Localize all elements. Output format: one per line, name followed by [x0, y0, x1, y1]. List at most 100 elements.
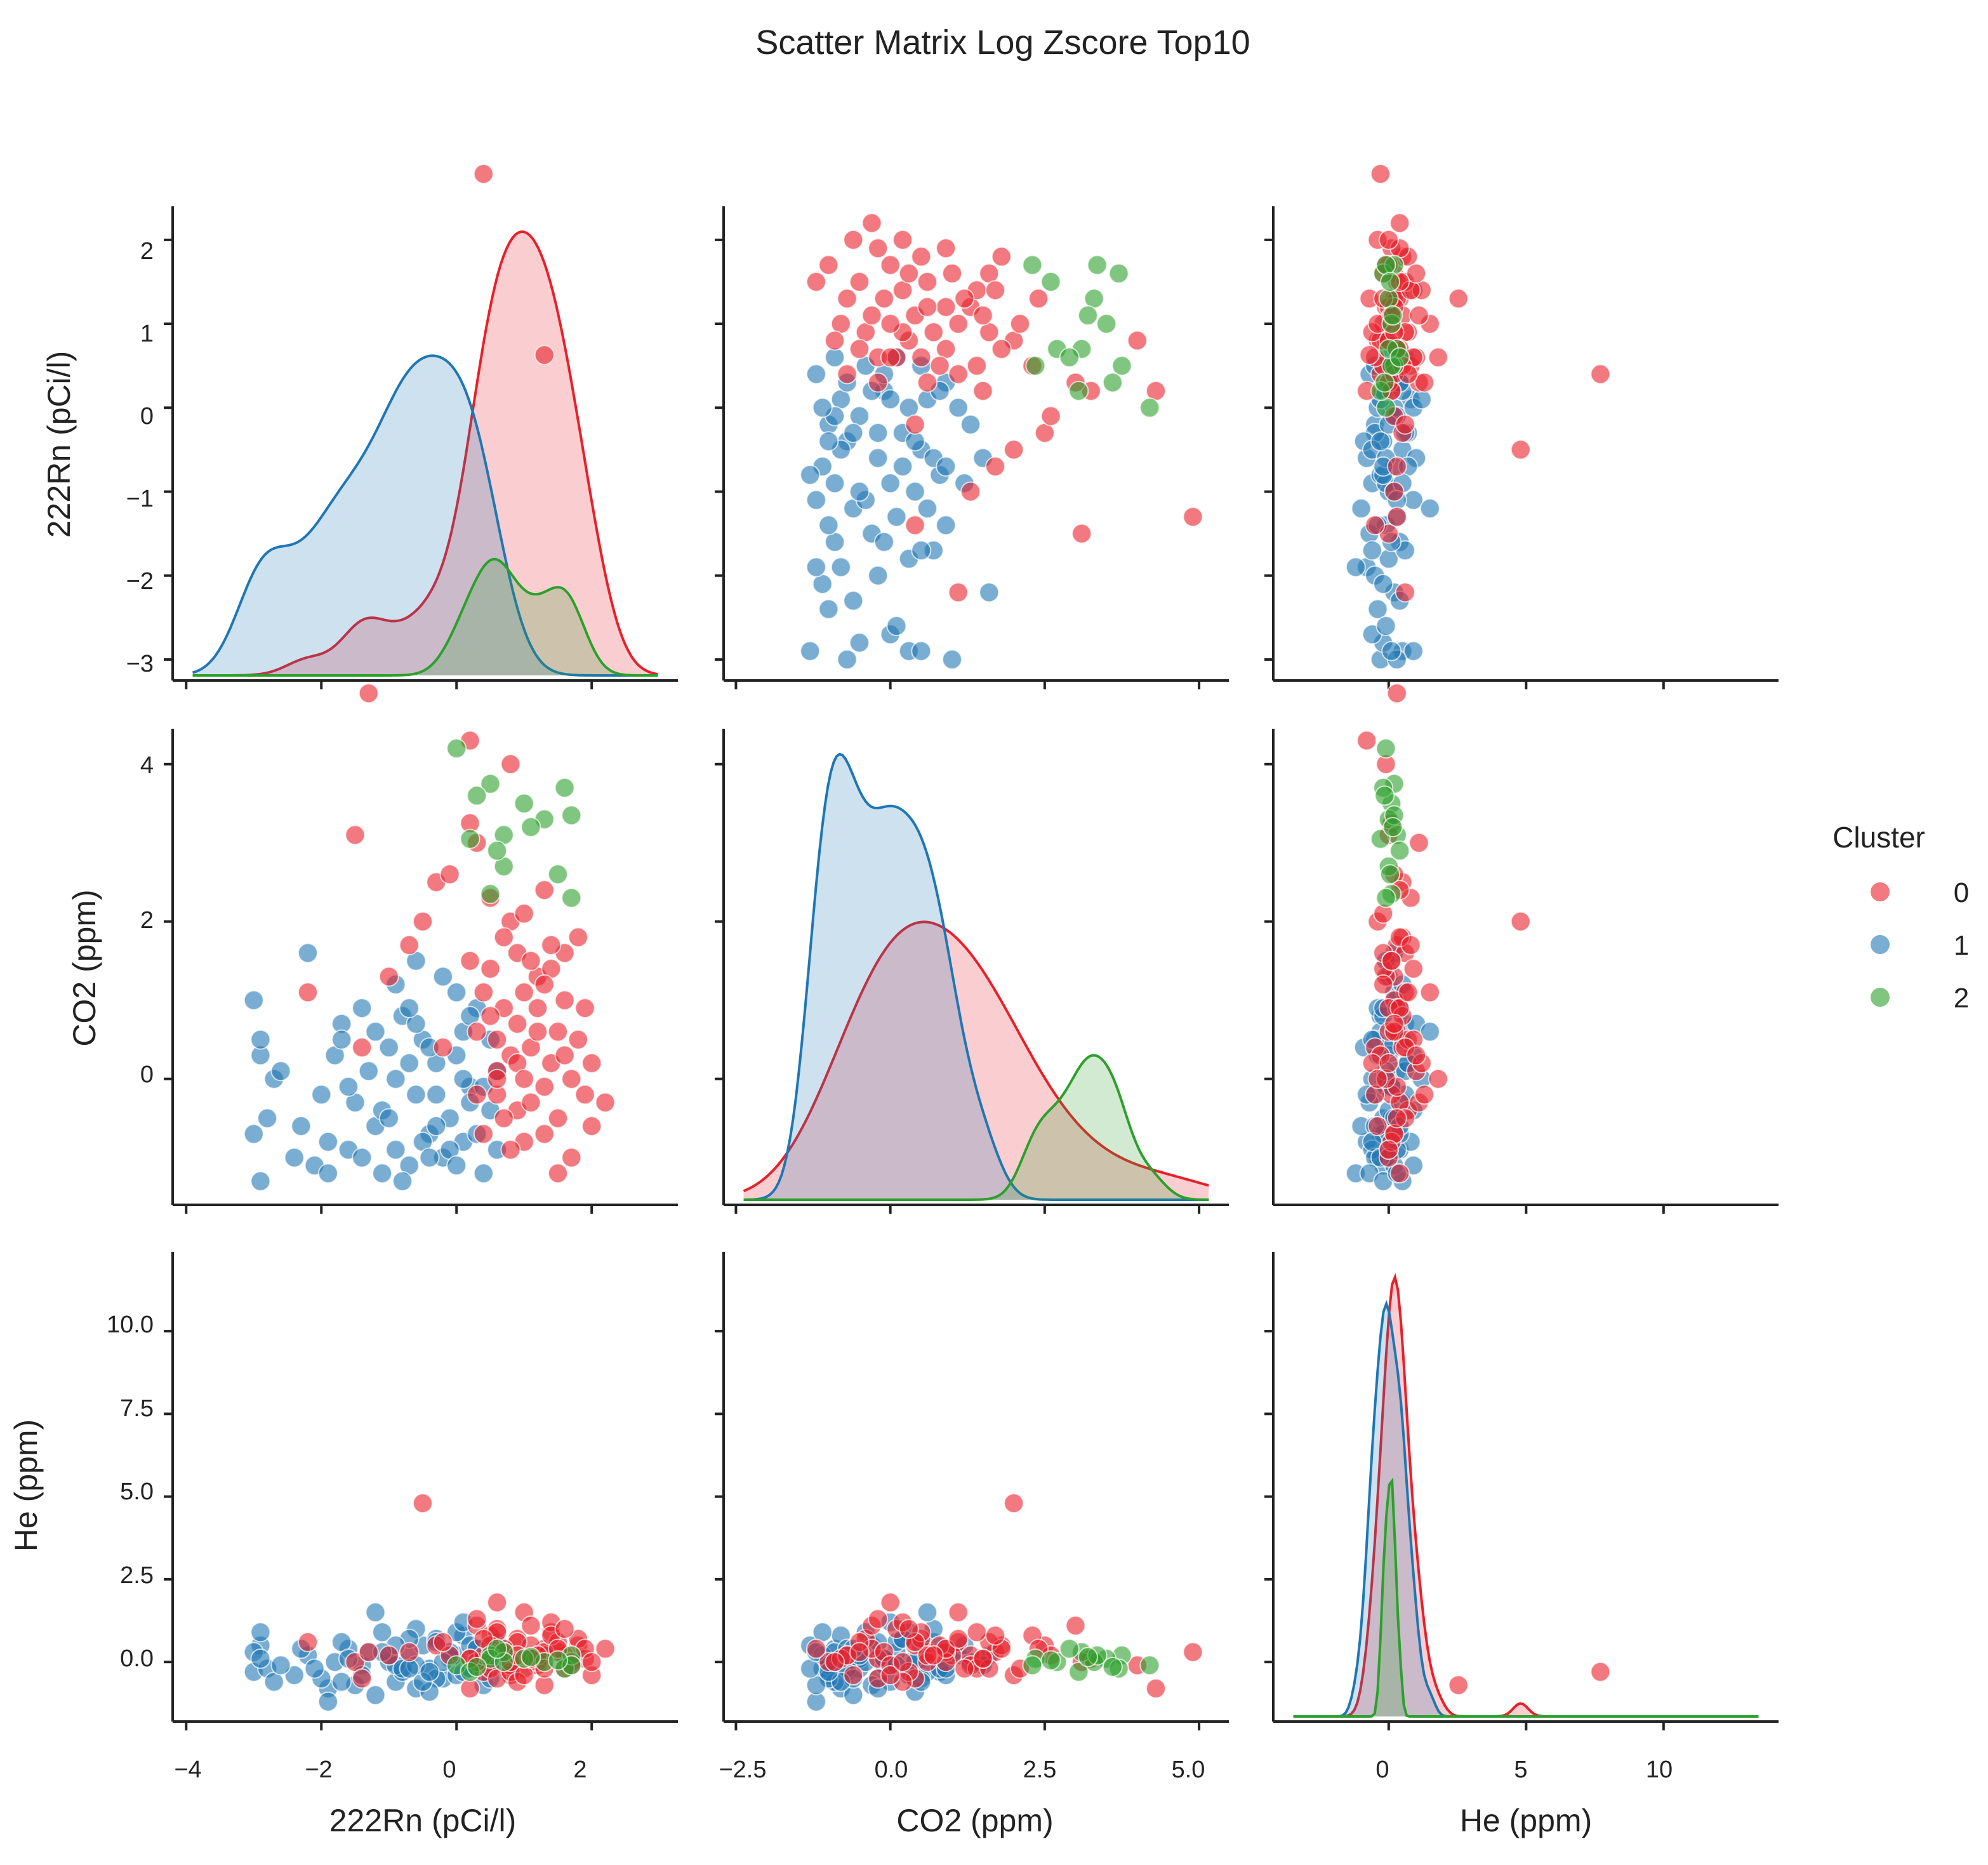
point-c0-65-r1-c0: [581, 1052, 602, 1073]
point-c0-14-r1-c0: [534, 345, 555, 366]
legend-label-1: 1: [1954, 930, 1969, 961]
point-c0-4-r1-c0: [399, 934, 420, 955]
legend-title: Cluster: [1832, 821, 1925, 854]
point-c0-62-r1-c0: [493, 1108, 514, 1129]
point-c1-69-r1-c0: [399, 998, 420, 1019]
point-c0-66-r1-c0: [473, 982, 494, 1003]
x-axis-label-he: He (ppm): [1460, 1803, 1592, 1838]
point-c0-9-r0-c1: [1071, 523, 1092, 544]
point-c0-45-r0-c1: [948, 314, 969, 335]
point-c0-46-r0-c1: [849, 272, 870, 292]
point-c0-2-r1-c0: [413, 911, 433, 932]
point-c1-43-r2-c0: [365, 1602, 386, 1623]
point-c1-65-r1-c0: [270, 1061, 291, 1082]
point-c1-8-r0-c1: [979, 582, 1000, 603]
point-c0-63-r1-c2: [1373, 974, 1394, 995]
y-tick-rn-0: −3: [126, 651, 154, 677]
point-c0-26-r1-c0: [534, 1124, 555, 1145]
x-tick-he-0: 0: [1375, 1756, 1389, 1783]
point-c0-64-r0-c1: [923, 322, 944, 343]
point-c0-65-r2-c0: [581, 1652, 602, 1673]
point-c2-0-r1-c0: [446, 738, 467, 759]
point-c0-11-r0-c1: [905, 515, 925, 536]
point-c1-7-r1-c0: [284, 1147, 305, 1168]
point-c1-17-r0-c2: [1345, 557, 1366, 578]
point-c0-43-r1-c0: [567, 1029, 588, 1050]
point-c1-62-r2-c0: [419, 1661, 440, 1682]
point-c1-62-r0-c2: [1370, 431, 1391, 452]
point-c0-10-r2-c0: [298, 1631, 318, 1652]
point-c2-1-r0-c1: [1111, 355, 1132, 376]
point-c0-48-r0-c1: [873, 288, 894, 309]
point-c2-0-r0-c1: [1139, 397, 1160, 418]
point-c0-52-r1-c0: [480, 1006, 501, 1026]
point-c0-44-r1-c0: [493, 927, 514, 948]
point-c0-63-r0-c1: [954, 288, 975, 309]
point-c1-40-r0-c1: [843, 423, 864, 443]
point-c1-68-r1-c0: [372, 1163, 393, 1184]
point-c2-0-r0-c2: [1375, 397, 1396, 418]
point-c2-8-r1-c0: [480, 884, 501, 905]
x-tick-co2-3: 5.0: [1172, 1756, 1205, 1783]
legend: Cluster 0 1 2: [1832, 821, 1969, 1014]
point-c1-17-r2-c0: [317, 1691, 338, 1712]
point-c0-61-r1-c2: [1406, 1045, 1427, 1066]
point-c0-52-r0-c1: [929, 355, 950, 376]
kde-line-c0-0: [192, 230, 658, 677]
y-tick-co2-2: 4: [140, 752, 154, 779]
point-c0-24-r0-c1: [843, 229, 864, 250]
point-c0-15-r1-c2: [1386, 683, 1407, 704]
point-c1-58-r1-c0: [426, 1084, 447, 1105]
point-c2-14-r0-c2: [1374, 372, 1395, 393]
point-c1-56-r1-c0: [446, 1155, 467, 1176]
y-axis-label-he: He (ppm): [8, 1419, 44, 1551]
point-c1-40-r1-c0: [426, 1116, 447, 1136]
point-c2-13-r1-c0: [548, 864, 568, 885]
panel-layer: [164, 164, 1779, 1730]
point-c0-56-r0-c2: [1414, 372, 1435, 393]
point-c1-21-r1-c0: [385, 1139, 406, 1160]
point-c1-19-r0-c2: [1351, 498, 1372, 519]
point-c1-7-r2-c0: [284, 1665, 305, 1685]
x-axis-label-co2: CO2 (ppm): [896, 1803, 1053, 1838]
point-c0-4-r0-c2: [1386, 456, 1407, 477]
kde-area-c1-2: [1293, 1303, 1759, 1716]
point-c0-13-r0-c1: [1590, 364, 1611, 385]
point-c0-54-r1-c0: [500, 1139, 521, 1160]
point-c0-17-r1-c0: [500, 753, 521, 774]
panel-r2-c1: [715, 1252, 1611, 1730]
point-c0-31-r0-c1: [966, 355, 987, 376]
point-c0-40-r1-c0: [527, 998, 548, 1019]
kde-line-c2-1: [743, 1054, 1209, 1201]
point-c1-2-r2-c0: [250, 1622, 271, 1643]
point-c2-14-r2-c1: [1102, 1657, 1123, 1677]
point-c0-59-r1-c0: [514, 1068, 534, 1089]
legend-label-0: 0: [1954, 877, 1969, 908]
point-c1-16-r1-c0: [352, 1147, 373, 1168]
point-c0-38-r0-c2: [1389, 213, 1410, 234]
point-c1-67-r2-c0: [331, 1671, 352, 1692]
point-c1-60-r0-c1: [873, 531, 894, 552]
point-c0-1-r2-c1: [1065, 1615, 1086, 1636]
point-c0-42-r1-c0: [473, 1124, 494, 1145]
panel-r1-c1: [715, 729, 1229, 1214]
point-c0-58-r1-c0: [460, 950, 480, 971]
point-c0-15-r1-c0: [358, 683, 379, 704]
y-tick-rn-4: 1: [140, 321, 154, 347]
point-c0-66-r0-c1: [948, 364, 969, 385]
point-c1-11-r0-c1: [868, 565, 889, 586]
point-c0-8-r1-c0: [514, 903, 534, 924]
point-c1-62-r0-c1: [818, 431, 839, 452]
point-c1-41-r0-c1: [948, 397, 969, 418]
kde-area-c1-1: [743, 754, 1209, 1200]
point-c0-10-r0-c1: [948, 582, 969, 603]
point-c0-54-r0-c1: [825, 330, 845, 351]
point-c2-14-r2-c0: [467, 1657, 487, 1677]
point-c0-18-r1-c0: [534, 880, 555, 901]
point-c0-6-r0-c1: [1040, 406, 1061, 427]
point-c1-1-r1-c0: [243, 1124, 264, 1145]
point-c0-65-r0-c1: [892, 229, 913, 250]
point-c0-45-r1-c2: [1419, 982, 1440, 1003]
kde-area-c0-0: [192, 232, 658, 675]
